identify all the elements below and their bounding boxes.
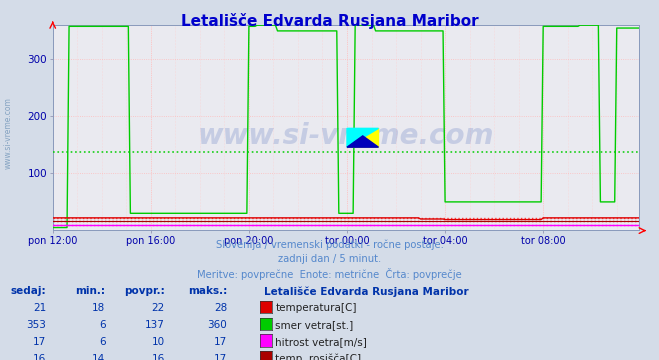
Text: Letališče Edvarda Rusjana Maribor: Letališče Edvarda Rusjana Maribor bbox=[264, 286, 469, 297]
Text: 16: 16 bbox=[152, 354, 165, 360]
Text: zadnji dan / 5 minut.: zadnji dan / 5 minut. bbox=[278, 254, 381, 264]
Text: 137: 137 bbox=[145, 320, 165, 330]
Text: 6: 6 bbox=[99, 337, 105, 347]
Text: 360: 360 bbox=[208, 320, 227, 330]
Text: min.:: min.: bbox=[75, 286, 105, 296]
Text: 10: 10 bbox=[152, 337, 165, 347]
Text: Slovenija / vremenski podatki - ročne postaje.: Slovenija / vremenski podatki - ročne po… bbox=[215, 239, 444, 250]
Text: 28: 28 bbox=[214, 303, 227, 313]
Text: 16: 16 bbox=[33, 354, 46, 360]
Text: sedaj:: sedaj: bbox=[11, 286, 46, 296]
Text: 353: 353 bbox=[26, 320, 46, 330]
Text: 17: 17 bbox=[214, 354, 227, 360]
Text: www.si-vreme.com: www.si-vreme.com bbox=[4, 97, 13, 169]
Text: 17: 17 bbox=[214, 337, 227, 347]
Text: temp. rosišča[C]: temp. rosišča[C] bbox=[275, 354, 362, 360]
Text: temperatura[C]: temperatura[C] bbox=[275, 303, 357, 313]
Polygon shape bbox=[347, 129, 378, 147]
Text: 14: 14 bbox=[92, 354, 105, 360]
Text: smer vetra[st.]: smer vetra[st.] bbox=[275, 320, 354, 330]
Text: www.si-vreme.com: www.si-vreme.com bbox=[198, 122, 494, 150]
Polygon shape bbox=[347, 129, 378, 147]
Text: 21: 21 bbox=[33, 303, 46, 313]
Text: maks.:: maks.: bbox=[188, 286, 227, 296]
Text: povpr.:: povpr.: bbox=[124, 286, 165, 296]
Text: 22: 22 bbox=[152, 303, 165, 313]
Text: 17: 17 bbox=[33, 337, 46, 347]
Text: 18: 18 bbox=[92, 303, 105, 313]
Text: Meritve: povprečne  Enote: metrične  Črta: povprečje: Meritve: povprečne Enote: metrične Črta:… bbox=[197, 268, 462, 280]
Polygon shape bbox=[347, 136, 378, 147]
Text: Letališče Edvarda Rusjana Maribor: Letališče Edvarda Rusjana Maribor bbox=[181, 13, 478, 28]
Text: hitrost vetra[m/s]: hitrost vetra[m/s] bbox=[275, 337, 367, 347]
Text: 6: 6 bbox=[99, 320, 105, 330]
